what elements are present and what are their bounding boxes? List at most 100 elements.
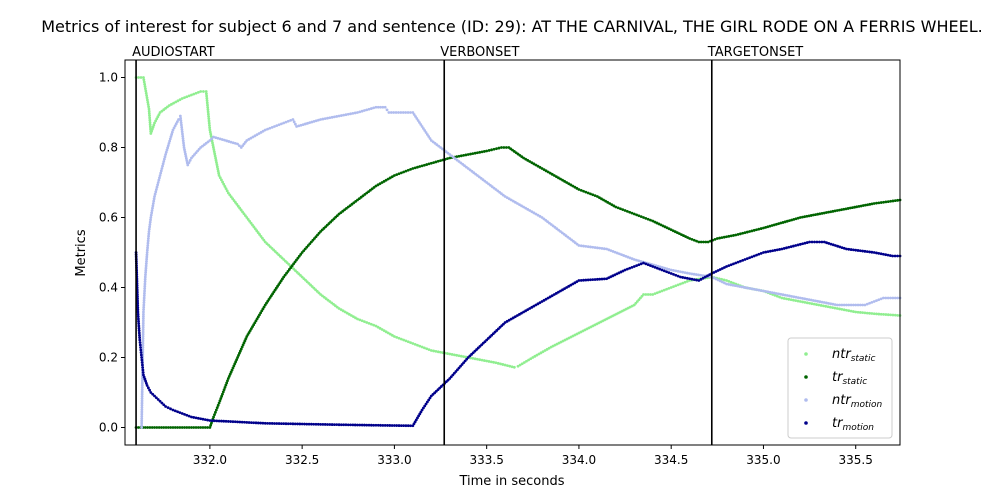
data-point	[349, 314, 353, 317]
data-point	[266, 421, 269, 425]
data-point	[858, 249, 862, 253]
data-point	[143, 284, 147, 288]
data-point	[214, 408, 218, 412]
data-point	[144, 379, 148, 383]
data-point	[538, 301, 542, 305]
data-point	[579, 278, 583, 282]
data-point	[152, 199, 156, 203]
data-point	[363, 423, 366, 427]
data-point	[142, 80, 146, 84]
data-point	[827, 210, 830, 214]
data-point	[783, 220, 787, 224]
data-point	[393, 335, 396, 338]
data-point	[526, 308, 530, 312]
y-axis-label: Metrics	[74, 229, 89, 276]
data-point	[524, 206, 528, 210]
data-point	[179, 121, 183, 125]
data-point	[547, 346, 551, 350]
data-point	[530, 305, 534, 309]
data-point	[777, 222, 781, 226]
data-point	[238, 144, 241, 148]
data-point	[142, 305, 146, 309]
data-point	[499, 362, 502, 366]
data-point	[541, 350, 545, 354]
data-point	[393, 174, 396, 177]
data-point	[142, 294, 146, 298]
data-point	[136, 312, 140, 316]
data-point	[353, 111, 357, 115]
data-point	[831, 306, 835, 310]
data-point	[552, 293, 556, 296]
data-point	[314, 422, 318, 426]
data-point	[295, 125, 299, 128]
data-point	[875, 312, 878, 316]
data-point	[473, 357, 477, 361]
data-point	[139, 346, 142, 349]
data-point	[450, 353, 454, 356]
data-point	[811, 213, 815, 217]
data-point	[530, 210, 534, 214]
data-point	[144, 266, 148, 270]
x-tick-label: 332.5	[285, 453, 319, 467]
data-point	[536, 164, 540, 168]
data-point	[628, 210, 632, 214]
data-point	[825, 211, 828, 214]
data-point	[505, 196, 509, 200]
data-point	[365, 321, 369, 324]
data-point	[518, 363, 522, 367]
data-point	[289, 118, 293, 122]
data-point	[582, 278, 585, 282]
data-point	[145, 253, 149, 257]
data-point	[227, 375, 231, 378]
data-point	[527, 358, 530, 362]
data-point	[146, 244, 150, 247]
data-point	[402, 338, 406, 342]
data-point	[822, 240, 826, 244]
data-point	[284, 120, 288, 124]
data-point	[542, 168, 546, 172]
data-point	[452, 353, 456, 357]
data-point	[516, 202, 519, 205]
data-point	[494, 361, 498, 365]
data-point	[136, 317, 140, 321]
data-point	[548, 295, 552, 299]
data-point	[213, 154, 217, 158]
data-point	[600, 197, 603, 201]
data-point	[764, 225, 768, 229]
data-point	[796, 299, 800, 303]
data-point	[208, 130, 212, 134]
data-point	[183, 412, 186, 416]
data-point	[358, 423, 362, 427]
data-point	[279, 422, 283, 426]
data-point	[770, 224, 774, 227]
data-point	[522, 156, 525, 160]
data-point	[206, 112, 210, 116]
data-point	[215, 165, 219, 169]
data-point	[390, 333, 394, 337]
data-point	[501, 363, 505, 366]
data-point	[263, 421, 267, 425]
data-point	[529, 357, 533, 361]
data-point	[404, 339, 408, 343]
data-point	[416, 343, 419, 347]
data-point	[835, 307, 839, 310]
data-point	[209, 135, 213, 138]
data-point	[140, 412, 144, 416]
data-point	[676, 269, 680, 273]
data-point	[172, 101, 175, 105]
data-point	[805, 241, 809, 244]
data-point	[575, 186, 579, 190]
data-point	[160, 426, 163, 429]
data-point	[736, 233, 740, 236]
data-point	[727, 279, 731, 283]
data-point	[436, 159, 440, 163]
data-point	[646, 293, 650, 296]
data-point	[157, 178, 161, 182]
data-point	[411, 111, 415, 114]
data-point	[448, 352, 452, 356]
data-point	[194, 91, 198, 95]
data-point	[223, 386, 227, 389]
data-point	[220, 394, 224, 398]
legend-marker	[804, 421, 808, 425]
data-point	[872, 300, 876, 303]
